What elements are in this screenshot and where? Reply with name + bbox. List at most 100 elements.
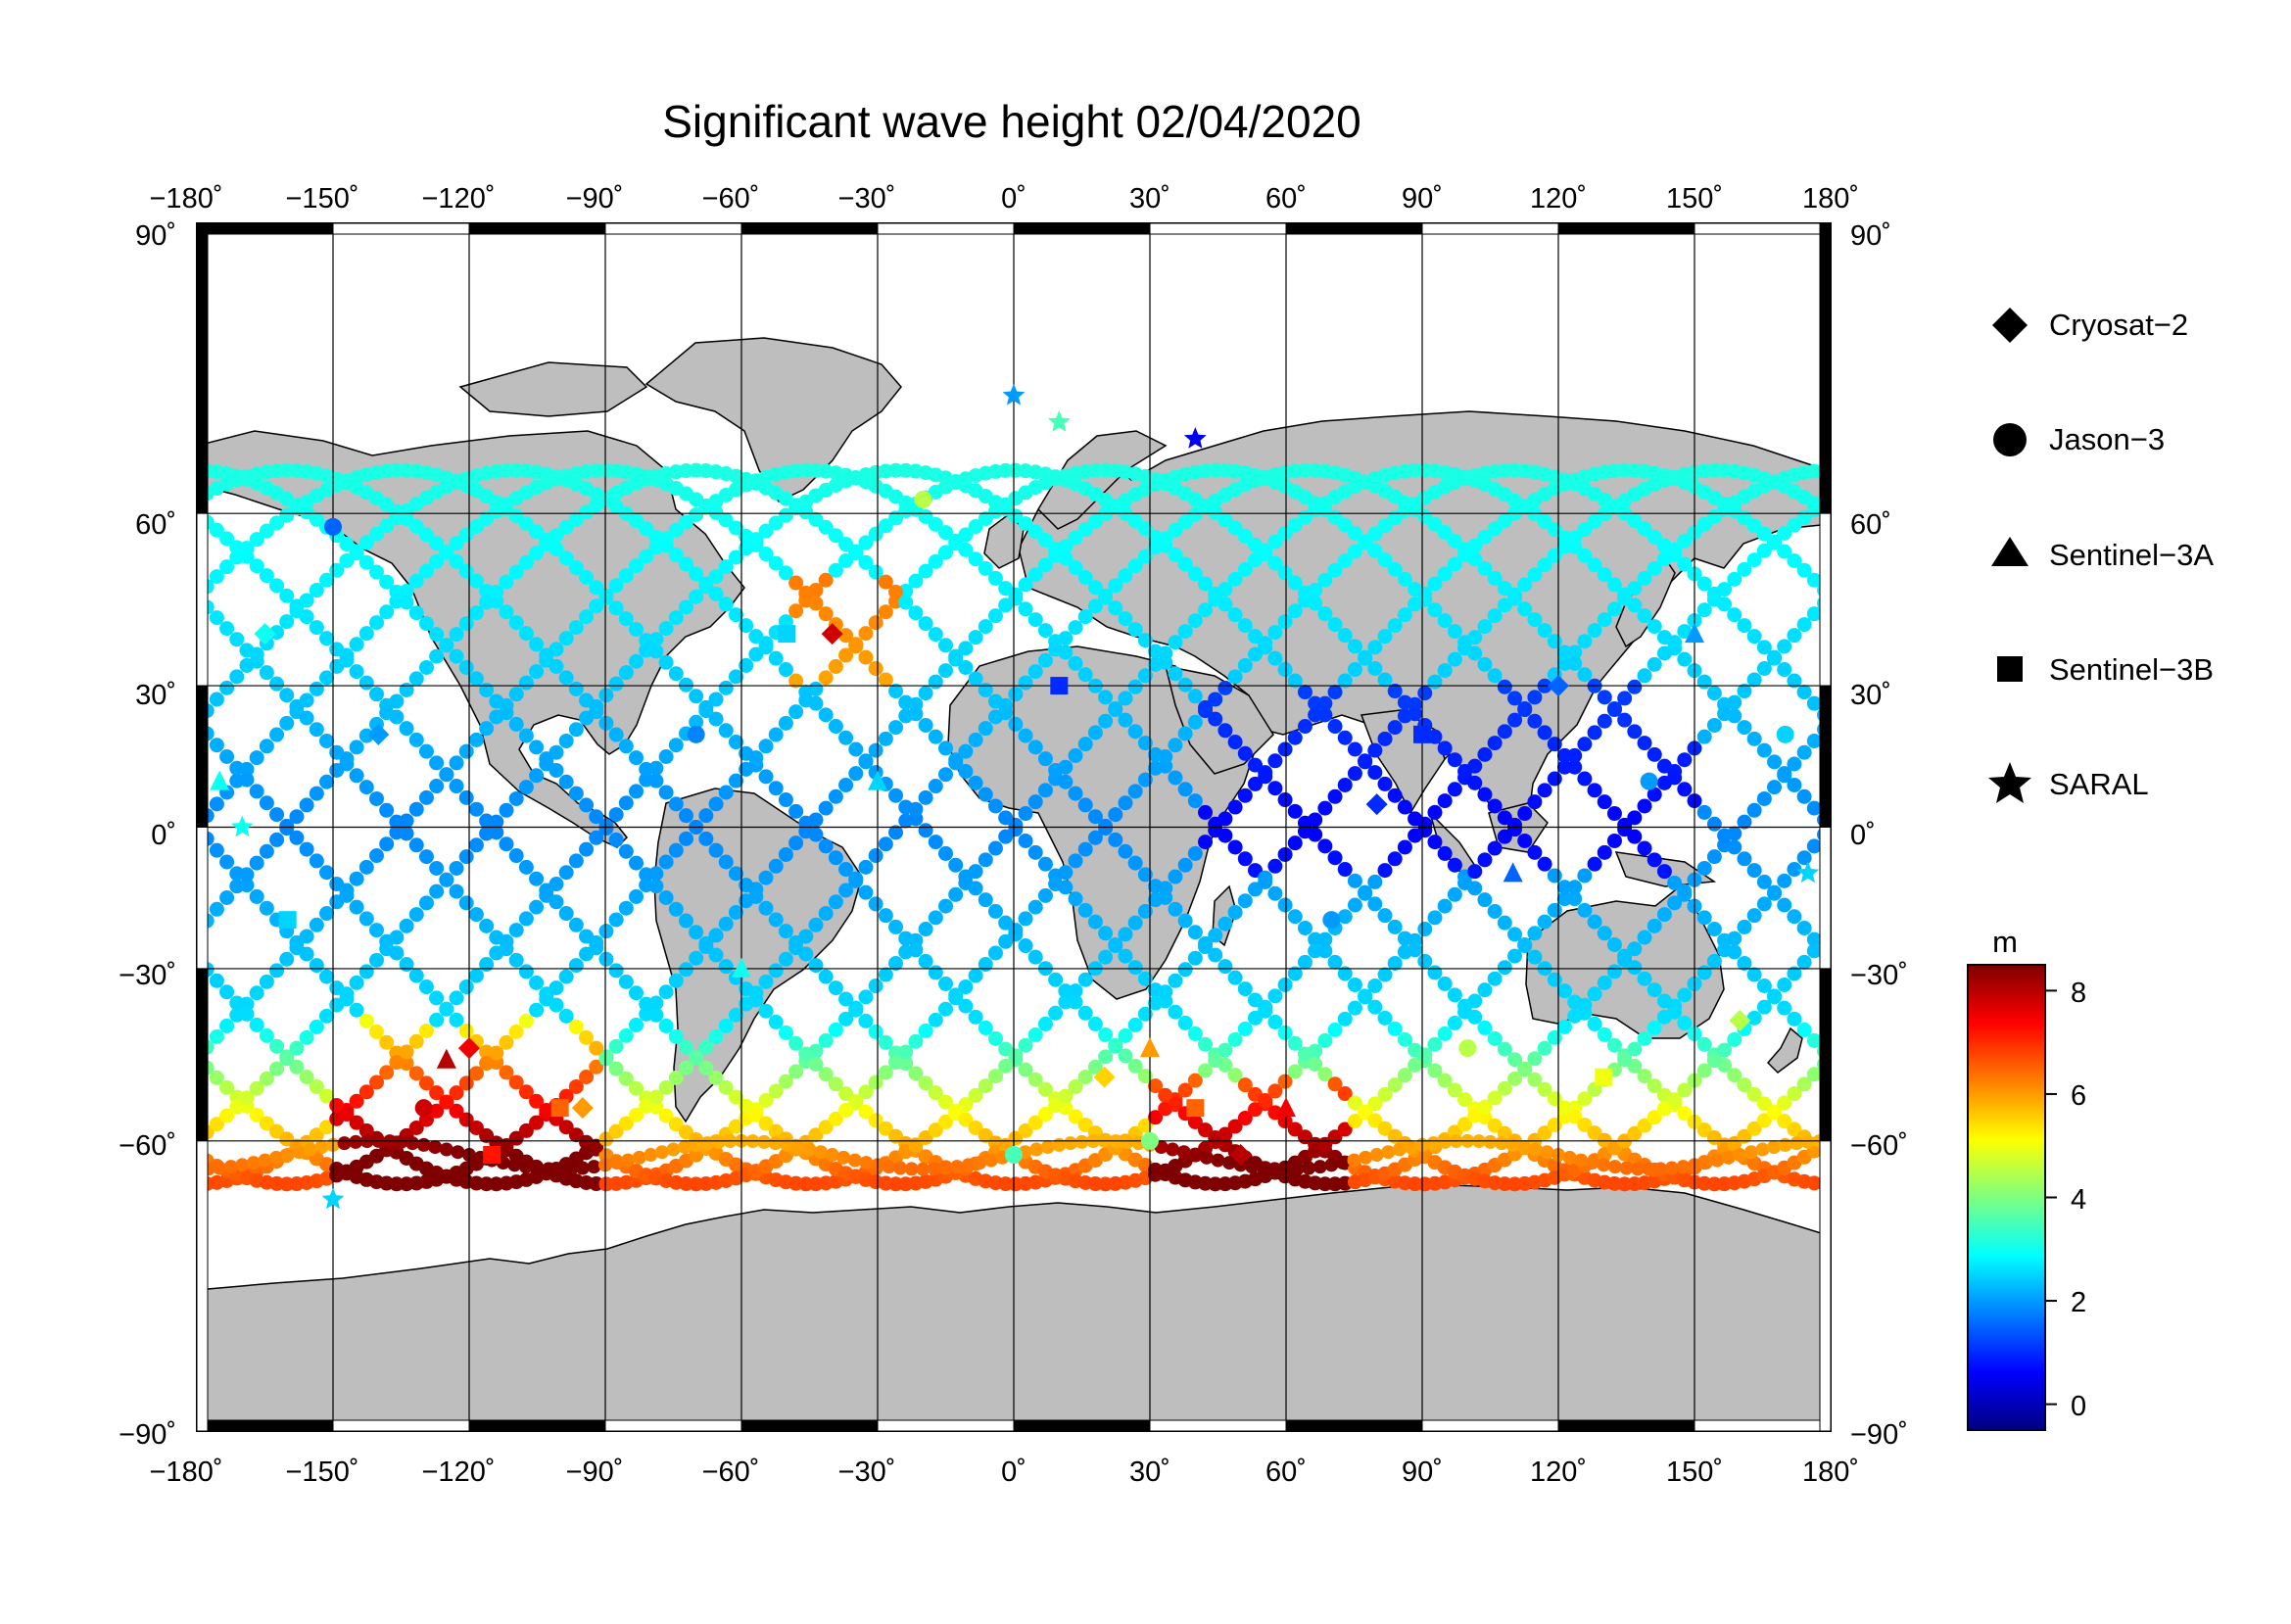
track-point xyxy=(778,565,793,581)
track-point xyxy=(978,721,993,737)
track-point xyxy=(698,808,714,824)
track-point xyxy=(1118,1027,1133,1043)
track-point xyxy=(1547,1029,1562,1045)
track-point xyxy=(987,798,1003,814)
track-point xyxy=(1556,880,1572,895)
track-point xyxy=(1556,1100,1572,1116)
track-point xyxy=(1108,700,1123,716)
track-point xyxy=(1297,920,1313,935)
legend-label: Cryosat−2 xyxy=(2049,308,2188,342)
track-point xyxy=(1118,568,1133,584)
track-point xyxy=(1187,845,1203,861)
track-point xyxy=(339,986,355,1002)
circle-data-point xyxy=(1640,772,1658,790)
track-point xyxy=(1717,597,1733,612)
track-point xyxy=(788,704,804,720)
track-point xyxy=(948,755,964,771)
track-point xyxy=(1567,1109,1583,1124)
track-point xyxy=(1710,1153,1725,1168)
track-point xyxy=(639,521,654,537)
diamond-data-point xyxy=(1093,1066,1116,1088)
track-point xyxy=(1008,923,1024,938)
track-point xyxy=(1408,597,1423,612)
track-point xyxy=(249,985,264,1001)
track-point xyxy=(1777,977,1792,992)
track-point xyxy=(339,552,355,568)
bottom-lon-label: −180˚ xyxy=(150,1457,223,1488)
track-point xyxy=(888,1055,904,1071)
track-point xyxy=(368,526,384,542)
track-point xyxy=(1467,1108,1483,1123)
track-point xyxy=(1008,687,1024,702)
track-point xyxy=(1029,1142,1044,1157)
track-point xyxy=(1587,513,1602,529)
track-point xyxy=(1267,650,1283,666)
track-point xyxy=(928,674,943,690)
track-point xyxy=(309,583,324,598)
track-point xyxy=(1247,646,1263,662)
square-marker-icon xyxy=(1997,656,2023,682)
track-point xyxy=(429,990,445,1006)
track-point xyxy=(229,1099,245,1115)
frame-bar-top xyxy=(1013,222,1151,235)
track-point xyxy=(1327,954,1343,970)
track-point xyxy=(408,671,424,687)
track-point xyxy=(1367,765,1383,781)
track-point xyxy=(1008,1130,1024,1146)
track-point xyxy=(938,663,953,679)
track-point xyxy=(1796,562,1812,578)
track-point xyxy=(1487,736,1503,751)
track-point xyxy=(552,1162,567,1176)
track-point xyxy=(1277,1074,1293,1089)
track-point xyxy=(499,1065,514,1080)
track-point xyxy=(608,1038,624,1054)
track-point xyxy=(429,627,445,643)
track-point xyxy=(279,1051,295,1067)
bottom-lon-label: 60˚ xyxy=(1265,1457,1307,1488)
track-point xyxy=(1437,566,1453,582)
track-point xyxy=(259,739,274,754)
track-point xyxy=(1796,788,1812,804)
track-point xyxy=(758,769,774,785)
track-point xyxy=(269,1150,284,1165)
track-point xyxy=(928,553,943,569)
track-point xyxy=(1387,684,1403,699)
track-point xyxy=(1806,695,1822,711)
track-point xyxy=(987,945,1003,961)
track-point xyxy=(518,1084,534,1100)
track-point xyxy=(358,1122,374,1138)
track-point xyxy=(1158,531,1173,547)
track-point xyxy=(1068,891,1083,907)
track-point xyxy=(299,1029,314,1045)
track-point xyxy=(618,611,634,627)
track-point xyxy=(542,1162,556,1176)
track-point xyxy=(858,1084,874,1100)
track-point xyxy=(249,532,264,548)
track-point xyxy=(1048,972,1064,987)
track-point xyxy=(1377,863,1393,879)
track-point xyxy=(1267,885,1283,901)
track-point xyxy=(1437,793,1453,809)
track-point xyxy=(1027,567,1043,583)
track-point xyxy=(1198,699,1214,715)
track-point xyxy=(558,1008,574,1024)
track-point xyxy=(349,899,364,915)
track-point xyxy=(961,1158,976,1172)
track-point xyxy=(499,1034,514,1050)
track-point xyxy=(1507,712,1523,728)
top-lon-label: 180˚ xyxy=(1802,183,1859,215)
track-point xyxy=(1727,1031,1742,1047)
colorbar-tick-label: 6 xyxy=(2071,1080,2086,1112)
track-point xyxy=(828,980,843,996)
track-point xyxy=(728,549,743,565)
track-point xyxy=(558,631,574,646)
diamond-data-point xyxy=(1365,793,1388,816)
track-point xyxy=(1337,730,1353,745)
track-point xyxy=(1477,560,1493,576)
track-point xyxy=(579,609,595,625)
track-point xyxy=(358,780,374,795)
track-point xyxy=(1048,877,1064,892)
track-point xyxy=(589,698,604,714)
track-point xyxy=(289,1059,305,1075)
track-point xyxy=(689,925,704,940)
